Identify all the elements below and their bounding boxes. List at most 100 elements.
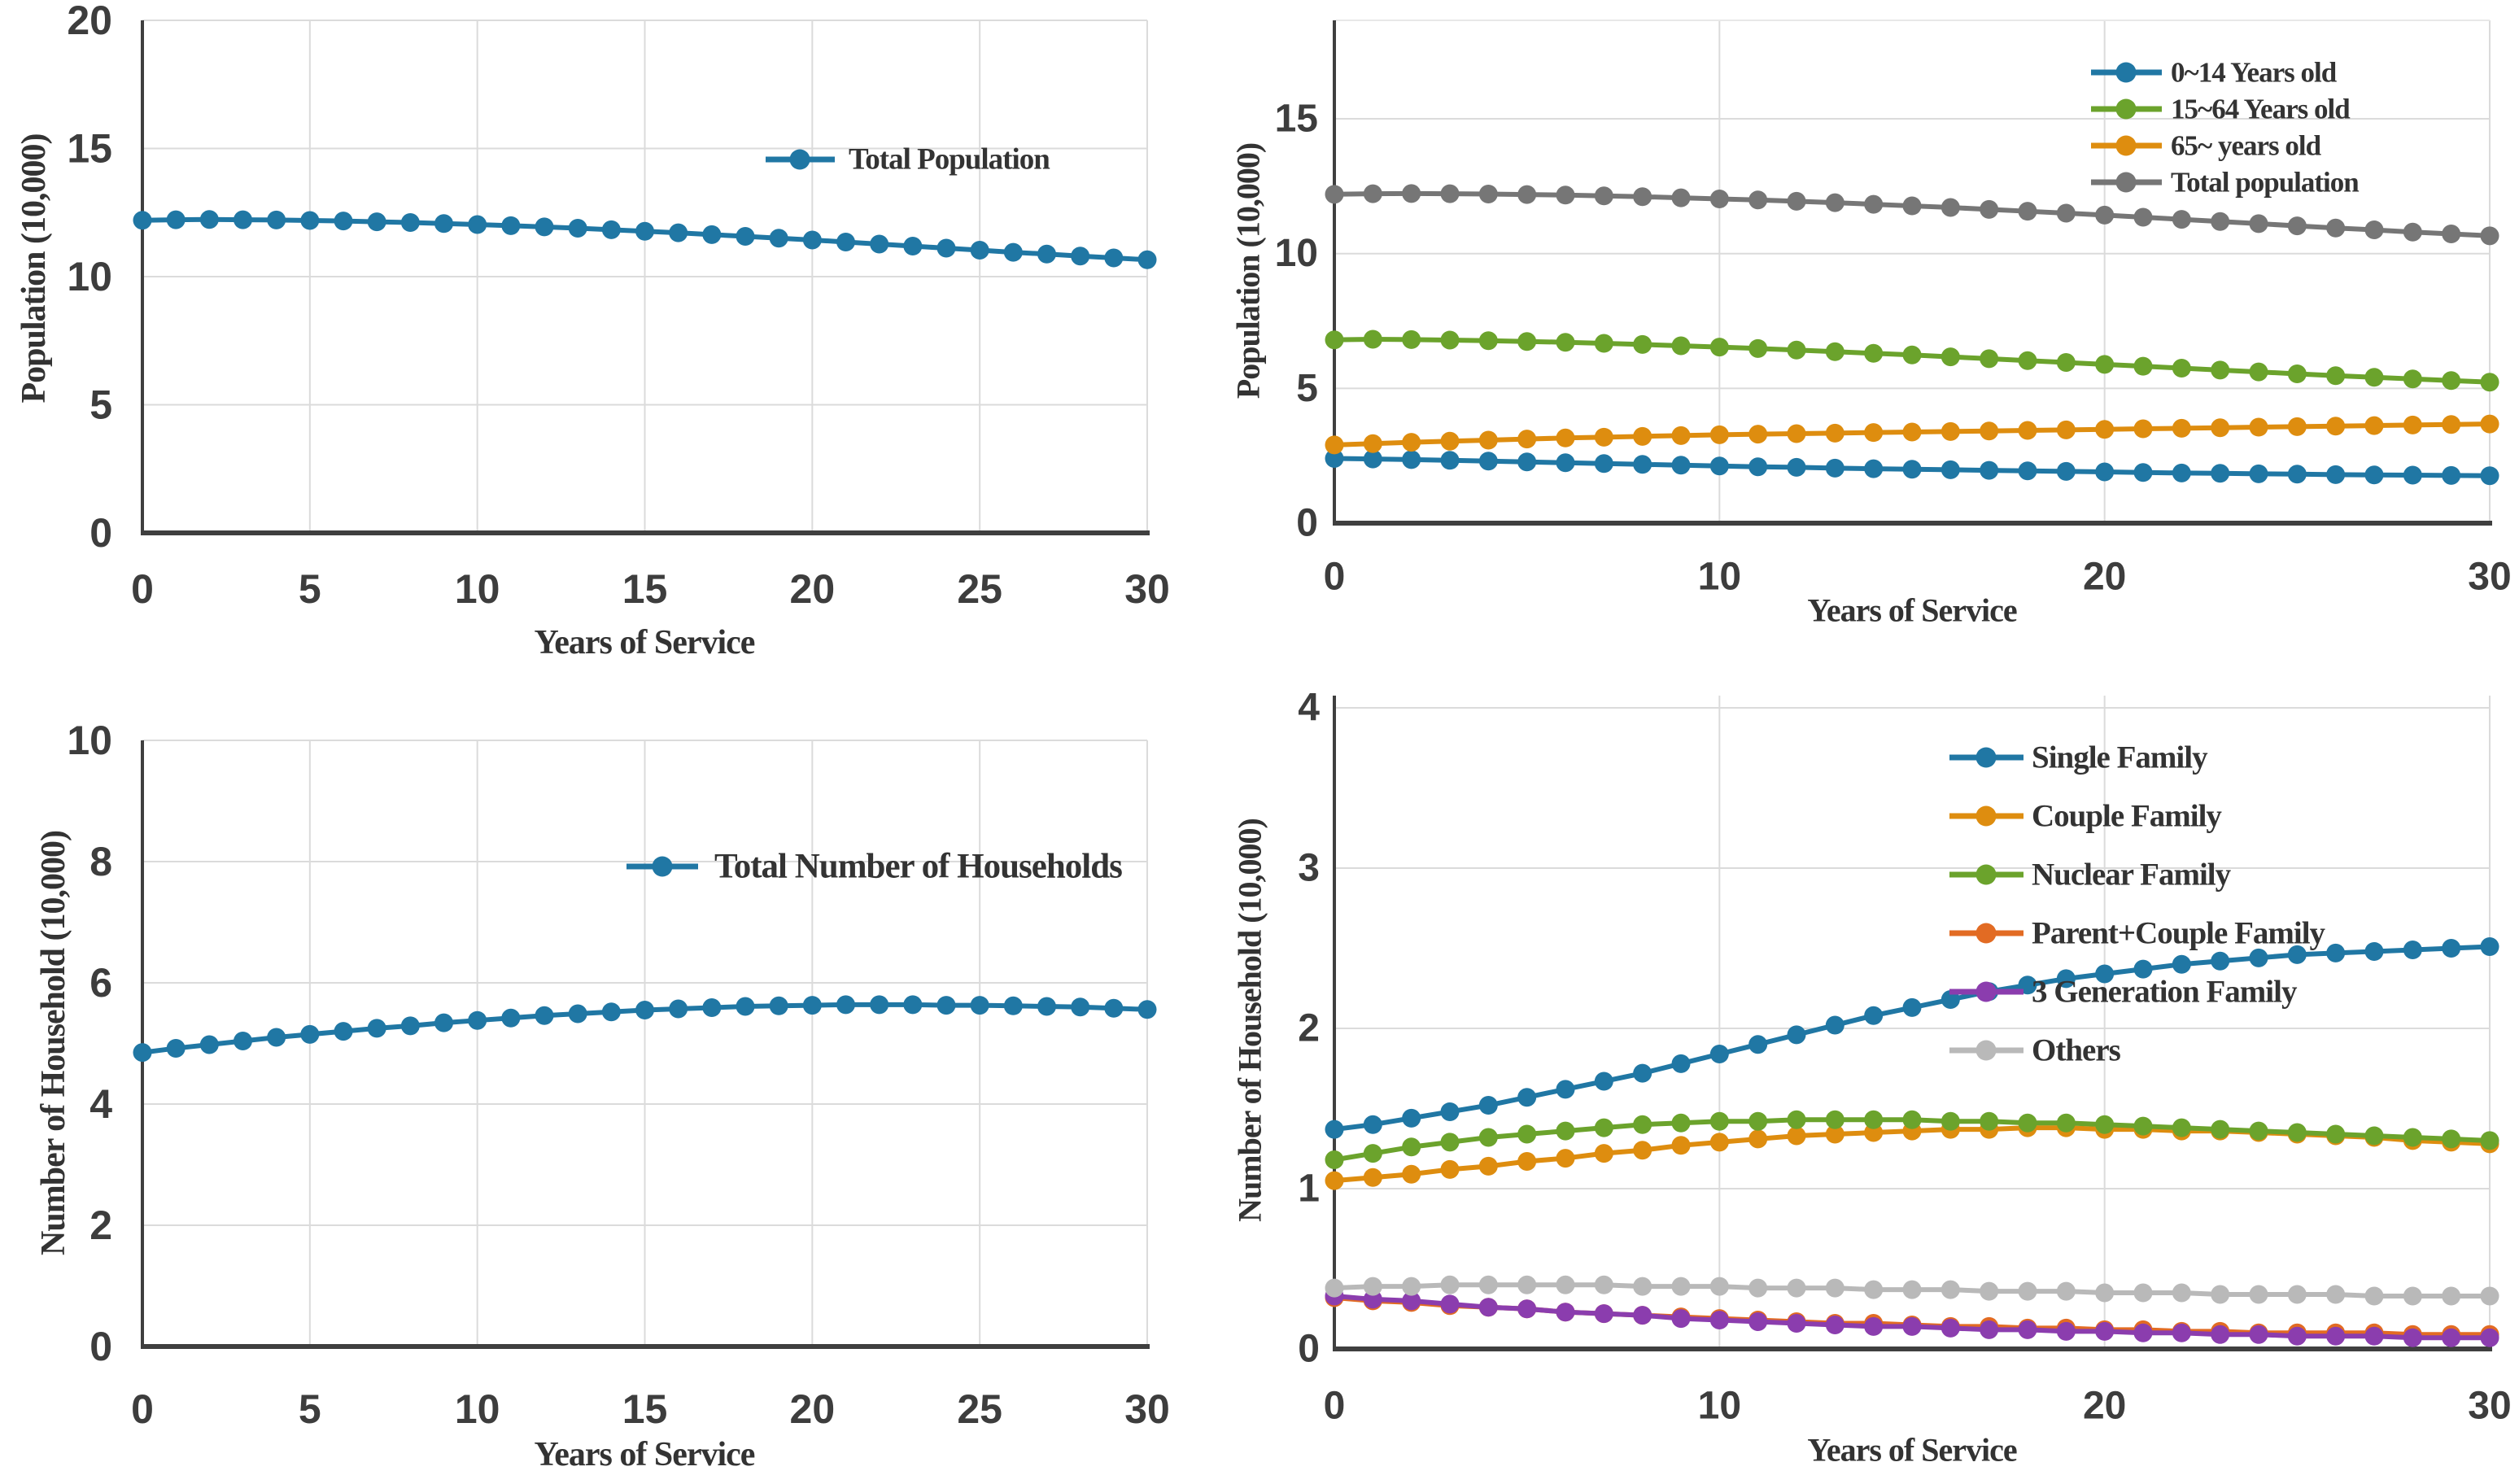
data-point bbox=[2287, 465, 2307, 484]
data-point bbox=[1594, 334, 1613, 353]
legend-dot bbox=[652, 856, 673, 877]
data-point bbox=[2172, 954, 2191, 974]
legend-label: 15~64 Years old bbox=[2171, 94, 2351, 125]
data-point bbox=[1980, 349, 1999, 369]
data-point bbox=[1402, 1108, 1421, 1128]
data-point bbox=[501, 216, 521, 235]
data-point bbox=[1478, 430, 1498, 450]
data-point bbox=[234, 210, 252, 229]
legend: Single Family Couple Family Nuclear Family… bbox=[1949, 740, 2327, 1068]
data-point bbox=[2095, 420, 2115, 439]
series-couple-family bbox=[1325, 1118, 2499, 1190]
data-point bbox=[1787, 1025, 1806, 1045]
data-point bbox=[2133, 1116, 2153, 1136]
data-point bbox=[1440, 431, 1460, 451]
data-point bbox=[1363, 330, 1382, 349]
data-point bbox=[1556, 1149, 1575, 1168]
y-axis-title: Number of Household (10,000) bbox=[35, 831, 72, 1255]
legend-label: 65~ years old bbox=[2171, 130, 2322, 162]
legend-label: Others bbox=[2032, 1033, 2121, 1068]
data-point bbox=[1941, 1280, 1960, 1299]
data-point bbox=[1825, 1110, 1845, 1129]
y-tick-label: 0 bbox=[89, 1324, 112, 1369]
data-point bbox=[2287, 417, 2307, 436]
plot-area-total-population bbox=[141, 20, 1150, 535]
data-point bbox=[2326, 1124, 2346, 1144]
y-tick-label: 4 bbox=[1298, 687, 1320, 730]
data-point bbox=[1787, 1126, 1806, 1146]
data-point bbox=[1363, 1115, 1382, 1134]
data-point bbox=[2056, 353, 2076, 373]
y-axis-title: Population (10,000) bbox=[15, 133, 53, 403]
y-tick-label: 0 bbox=[1298, 1328, 1320, 1371]
data-point bbox=[2211, 1325, 2230, 1344]
data-point bbox=[1787, 1313, 1806, 1333]
data-point bbox=[1478, 1275, 1498, 1294]
data-point bbox=[601, 220, 621, 239]
data-point bbox=[1941, 1111, 1960, 1131]
x-tick-label: 0 bbox=[1324, 1385, 1346, 1428]
data-point bbox=[1825, 1015, 1845, 1035]
data-point bbox=[1787, 191, 1806, 211]
data-point bbox=[2133, 356, 2153, 376]
data-point bbox=[1787, 424, 1806, 443]
data-point bbox=[1748, 457, 1768, 477]
data-point bbox=[1517, 452, 1537, 472]
data-point bbox=[1440, 1102, 1460, 1121]
data-point bbox=[1633, 426, 1652, 446]
data-point bbox=[2172, 463, 2191, 482]
data-point bbox=[2442, 939, 2461, 958]
data-point bbox=[736, 227, 755, 247]
data-point bbox=[1517, 430, 1537, 449]
legend-dot bbox=[2115, 135, 2137, 156]
data-point bbox=[1402, 1277, 1421, 1296]
data-point bbox=[601, 1002, 621, 1022]
data-point bbox=[1594, 1304, 1613, 1324]
data-point bbox=[2172, 1118, 2191, 1137]
data-point bbox=[1478, 1156, 1498, 1176]
x-axis-title: Years of Service bbox=[535, 1436, 755, 1473]
data-point bbox=[1556, 1275, 1575, 1294]
x-tick-label: 30 bbox=[1124, 566, 1170, 612]
y-tick-label: 20 bbox=[67, 0, 112, 43]
data-point bbox=[133, 211, 152, 230]
data-point bbox=[1071, 247, 1090, 266]
y-tick-label: 0 bbox=[89, 510, 112, 556]
data-point bbox=[2249, 362, 2268, 382]
data-point bbox=[1902, 460, 1922, 479]
series-line bbox=[1334, 944, 2491, 1133]
data-point bbox=[1440, 1133, 1460, 1152]
data-point bbox=[1478, 331, 1498, 351]
data-point bbox=[2480, 466, 2499, 486]
x-axis-title: Years of Service bbox=[1807, 1432, 2016, 1469]
legend-dot bbox=[1975, 923, 1997, 944]
y-tick-label: 5 bbox=[1296, 367, 1318, 410]
x-tick-label: 20 bbox=[2083, 556, 2126, 599]
data-point bbox=[1594, 186, 1613, 206]
data-point bbox=[2133, 1283, 2153, 1303]
data-point bbox=[1594, 454, 1613, 474]
chart-population-by-age: 0 10 20 30 0 5 10 15 Years of Service Population … bbox=[1230, 20, 2512, 629]
data-point bbox=[1980, 421, 1999, 441]
data-point bbox=[2249, 1121, 2268, 1141]
data-point bbox=[1825, 193, 1845, 212]
data-point bbox=[1671, 188, 1691, 207]
data-point bbox=[1594, 1275, 1613, 1294]
plot-area-population-by-age bbox=[1333, 20, 2492, 526]
legend: Total Number of Households bbox=[626, 848, 1123, 886]
data-point bbox=[1325, 185, 1344, 204]
y-tick-label: 2 bbox=[89, 1202, 112, 1248]
data-point bbox=[1402, 1164, 1421, 1184]
data-point bbox=[2056, 203, 2076, 223]
x-tick-label: 25 bbox=[957, 566, 1002, 612]
data-point bbox=[1517, 1124, 1537, 1144]
data-point bbox=[1104, 248, 1124, 268]
x-tick-label: 5 bbox=[299, 566, 321, 612]
series-15-64-years-old bbox=[1325, 330, 2499, 392]
data-point bbox=[2249, 417, 2268, 437]
data-point bbox=[568, 218, 587, 238]
data-point bbox=[1748, 425, 1768, 444]
data-point bbox=[1941, 1318, 1960, 1338]
data-point bbox=[2480, 1286, 2499, 1306]
data-point bbox=[2095, 1283, 2115, 1303]
